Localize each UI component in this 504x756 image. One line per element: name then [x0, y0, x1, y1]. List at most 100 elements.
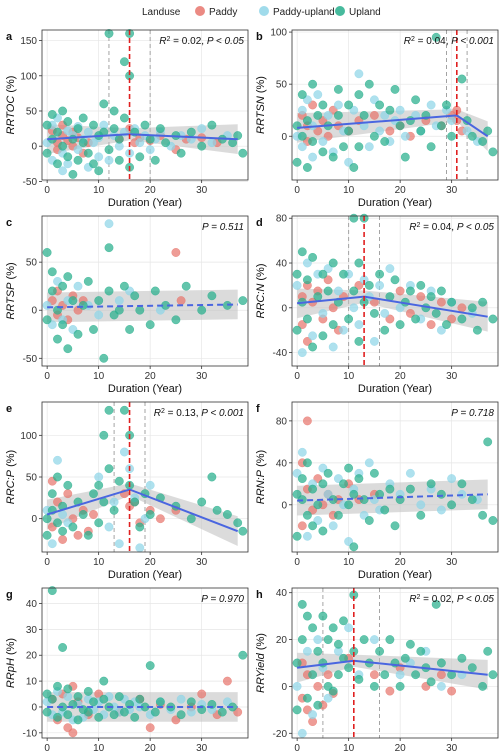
point-upland: [416, 280, 426, 290]
panel-tag: c: [6, 217, 12, 229]
y-tick-label: 100: [20, 431, 37, 442]
point-upland: [349, 489, 359, 499]
point-upland: [99, 430, 109, 440]
y-tick-label: 0: [31, 306, 37, 317]
point-upland: [375, 646, 384, 656]
point-paddy-upland: [186, 707, 196, 717]
x-tick-label: 30: [446, 371, 458, 382]
point-paddy-upland: [354, 320, 364, 329]
y-tick-label: 0: [281, 682, 287, 693]
y-tick-label: -10: [23, 728, 38, 739]
point-upland: [130, 291, 140, 301]
point-paddy-upland: [207, 138, 217, 148]
stat-annotation: R2 = 0.02, P < 0.05: [159, 36, 244, 48]
point-upland: [313, 292, 323, 301]
point-upland: [186, 697, 196, 707]
point-paddy-upland: [83, 127, 93, 137]
x-tick-label: 0: [44, 371, 50, 382]
x-tick-label: 0: [294, 185, 300, 196]
y-axis-label: RRC:P (%): [5, 450, 17, 504]
point-upland: [400, 653, 410, 663]
point-upland: [94, 166, 104, 176]
point-upland: [120, 113, 129, 123]
fit-line: [297, 493, 488, 502]
point-paddy-upland: [297, 105, 307, 115]
panel-tag: e: [6, 403, 12, 415]
point-upland: [217, 707, 227, 717]
r2-value: = 0.04,: [420, 222, 456, 233]
panel-a: 0 10 20 30 -50 0 50 100 150 Duration (Year) RRTOC …: [5, 29, 249, 209]
r2-value: = 0.02,: [170, 36, 206, 47]
point-paddy: [385, 686, 395, 696]
point-upland: [135, 305, 145, 315]
point-upland: [68, 169, 78, 179]
r2-symbol: R: [409, 594, 416, 605]
point-paddy-upland: [447, 116, 456, 126]
point-upland: [99, 99, 109, 109]
x-axis-label: Duration (Year): [358, 569, 432, 581]
point-upland: [73, 329, 83, 339]
x-tick-label: 10: [343, 185, 355, 196]
point-upland: [42, 530, 52, 540]
point-upland: [83, 530, 93, 540]
point-upland: [155, 697, 165, 707]
point-upland: [369, 682, 379, 691]
point-upland: [442, 320, 451, 329]
point-upland: [369, 131, 379, 141]
point-upland: [385, 635, 395, 644]
point-paddy: [447, 686, 456, 696]
point-paddy-upland: [94, 152, 104, 162]
point-upland: [83, 707, 93, 717]
point-paddy-upland: [292, 682, 302, 691]
point-upland: [78, 510, 88, 519]
point-upland: [120, 707, 129, 717]
axes: 0 10 20 30 -50 0 50: [23, 258, 208, 382]
point-paddy: [323, 275, 333, 285]
point-upland: [78, 300, 88, 310]
axes: 0 10 20 30 0 50 100: [270, 28, 457, 196]
point-upland: [63, 480, 73, 490]
point-upland: [150, 155, 160, 165]
point-upland: [354, 258, 364, 268]
point-paddy-upland: [145, 480, 155, 490]
point-upland: [359, 495, 369, 504]
point-paddy: [436, 670, 446, 680]
stat-annotation: P = 0.511: [202, 222, 244, 233]
point-upland: [120, 405, 129, 415]
x-tick-label: 10: [93, 185, 105, 196]
x-tick-label: 20: [145, 371, 157, 382]
y-tick-label: 0: [281, 303, 287, 314]
point-paddy-upland: [176, 694, 186, 704]
point-upland: [308, 670, 317, 680]
point-upland: [94, 518, 104, 528]
y-axis-label-part: C:N: [255, 284, 267, 303]
point-upland: [233, 518, 243, 528]
point-paddy-upland: [94, 472, 104, 482]
point-paddy-upland: [302, 258, 312, 268]
r2-symbol: R: [404, 36, 411, 47]
point-paddy-upland: [400, 131, 410, 141]
point-upland: [53, 681, 62, 691]
point-upland: [308, 79, 317, 89]
x-tick-label: 20: [145, 743, 157, 754]
point-upland: [155, 124, 165, 134]
point-upland: [442, 100, 451, 110]
point-upland: [94, 296, 104, 305]
scatter-points: [42, 586, 248, 738]
point-upland: [472, 325, 482, 335]
point-upland: [447, 297, 456, 307]
y-axis-label: RRN:P (%): [255, 450, 267, 504]
x-tick-label: 10: [343, 743, 355, 754]
y-tick-label: 40: [276, 458, 288, 469]
y-axis-label: RRTSN (%): [255, 76, 267, 134]
stat-annotation: R2 = 0.04, P < 0.001: [404, 36, 494, 48]
point-upland: [364, 79, 374, 89]
point-upland: [73, 692, 83, 701]
point-upland: [302, 458, 312, 468]
point-upland: [323, 286, 333, 296]
point-paddy-upland: [104, 522, 114, 532]
panel-tag: h: [256, 589, 263, 601]
point-upland: [47, 694, 57, 704]
point-upland: [344, 100, 353, 110]
point-upland: [488, 670, 498, 680]
